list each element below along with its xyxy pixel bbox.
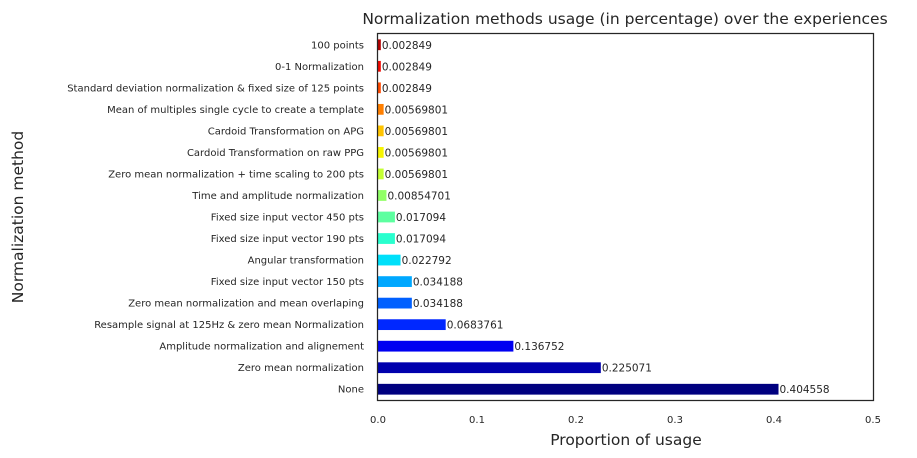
bar — [378, 60, 381, 72]
y-tick-label: 100 points — [311, 40, 364, 51]
bar — [378, 276, 412, 287]
bar-value-label: 0.002849 — [382, 40, 432, 52]
bar — [378, 103, 384, 115]
y-axis-title: Normalization method — [9, 131, 27, 304]
bar — [378, 297, 412, 309]
bar — [378, 211, 395, 223]
bar-value-label: 0.002849 — [382, 61, 432, 73]
bar-value-label: 0.022792 — [402, 255, 452, 267]
bar — [378, 125, 384, 137]
y-tick-label: Amplitude normalization and alignement — [159, 342, 364, 353]
y-tick-label: Fixed size input vector 190 pts — [211, 234, 364, 245]
x-tick-label: 0.0 — [370, 415, 386, 426]
x-tick-label: 0.4 — [766, 415, 782, 426]
bar — [378, 39, 381, 51]
bar — [378, 383, 779, 395]
x-tick-label: 0.3 — [667, 415, 683, 426]
bar — [378, 340, 514, 352]
x-tick-label: 0.5 — [865, 415, 881, 426]
y-tick-label: Cardoid Transformation on raw PPG — [187, 148, 364, 159]
y-tick-label: Zero mean normalization + time scaling t… — [108, 169, 364, 180]
y-tick-label: Angular transformation — [248, 256, 364, 267]
bar-value-label: 0.017094 — [396, 234, 446, 246]
bar-value-label: 0.00569801 — [385, 147, 448, 159]
y-tick-label: Fixed size input vector 150 pts — [211, 277, 364, 288]
bar-value-label: 0.002849 — [382, 83, 432, 95]
y-tick-label: Zero mean normalization — [238, 363, 364, 374]
bar-value-label: 0.00569801 — [385, 126, 448, 138]
bar-value-label: 0.00569801 — [385, 104, 448, 116]
y-tick-label: None — [338, 385, 364, 396]
y-tick-label: Zero mean normalization and mean overlap… — [128, 299, 364, 310]
bar — [378, 319, 446, 331]
bar-value-label: 0.017094 — [396, 212, 446, 224]
y-tick-label: Resample signal at 125Hz & zero mean Nor… — [94, 320, 364, 331]
x-tick-label: 0.2 — [568, 415, 584, 426]
y-tick-label: Standard deviation normalization & fixed… — [67, 83, 364, 94]
y-tick-label: 0-1 Normalization — [275, 62, 364, 73]
bar-value-label: 0.00569801 — [385, 169, 448, 181]
bar — [378, 82, 381, 94]
x-tick-label: 0.1 — [469, 415, 485, 426]
y-tick-label: Fixed size input vector 450 pts — [211, 213, 364, 224]
bar-value-label: 0.034188 — [413, 277, 463, 289]
bar-value-label: 0.00854701 — [387, 190, 450, 202]
bar — [378, 233, 395, 244]
bar-value-label: 0.034188 — [413, 298, 463, 310]
bar-value-label: 0.136752 — [514, 341, 564, 353]
bar-value-label: 0.0683761 — [447, 320, 504, 332]
y-tick-label: Cardoid Transformation on APG — [208, 126, 364, 137]
plot-frame — [376, 32, 875, 402]
bar — [378, 168, 384, 180]
y-tick-label: Time and amplitude normalization — [191, 191, 364, 202]
bar — [378, 147, 384, 158]
bar-value-label: 0.404558 — [780, 384, 830, 396]
x-axis-title: Proportion of usage — [550, 431, 702, 449]
bar — [378, 254, 401, 266]
bar — [378, 190, 387, 201]
chart-title: Normalization methods usage (in percenta… — [362, 10, 887, 28]
bar — [378, 362, 601, 374]
y-tick-label: Mean of multiples single cycle to create… — [107, 105, 364, 116]
bar-value-label: 0.225071 — [602, 363, 652, 375]
